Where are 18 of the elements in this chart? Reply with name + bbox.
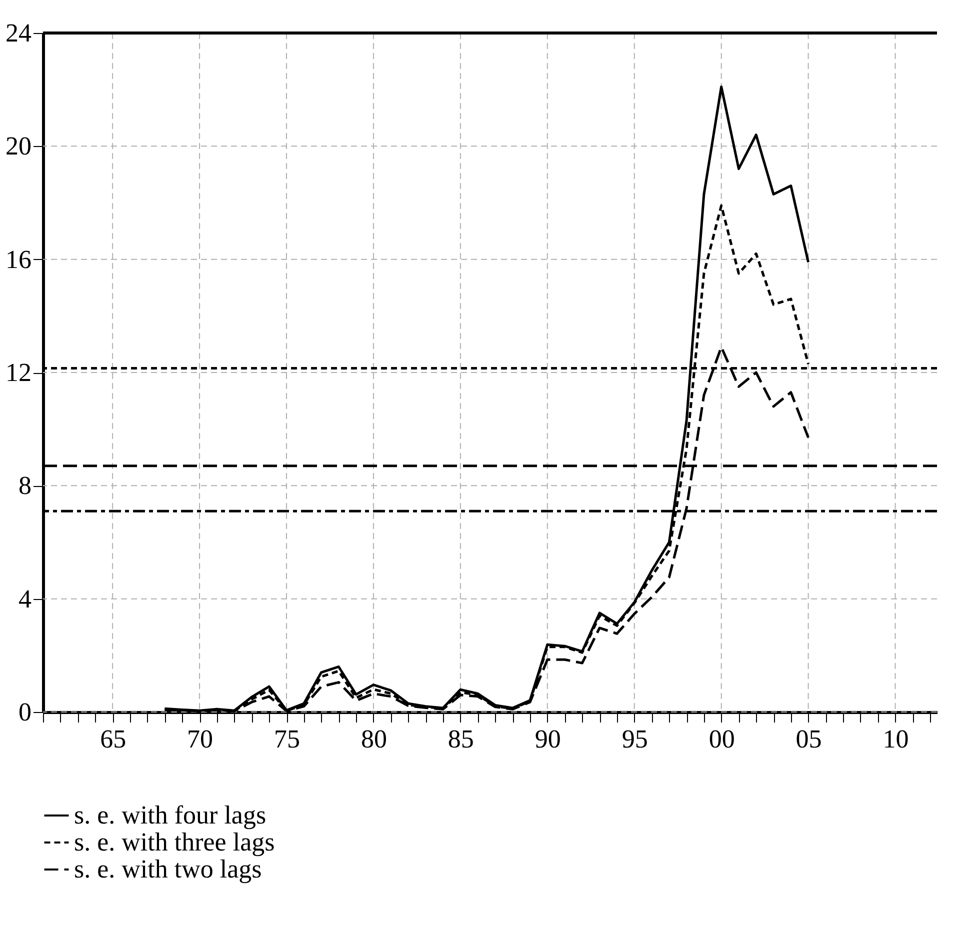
x-tick-label: 85 (448, 724, 474, 754)
y-tick-label: 8 (18, 471, 32, 500)
x-tick-label: 80 (360, 724, 387, 754)
x-tick-label: 10 (882, 724, 909, 754)
x-tick-label: 00 (708, 724, 735, 754)
y-tick-label: 24 (6, 18, 32, 48)
y-tick-label: 16 (6, 244, 32, 274)
x-tick-label: 75 (274, 724, 300, 754)
y-tick-label: 4 (18, 584, 32, 614)
x-tick-label: 05 (796, 724, 822, 754)
y-tick-label: 0 (18, 698, 32, 726)
x-tick-label: 65 (100, 724, 126, 754)
x-tick-label: 70 (187, 724, 214, 754)
y-tick-label: 20 (6, 132, 32, 161)
x-tick-label: 90 (534, 724, 561, 754)
x-tick-label: 95 (622, 724, 648, 754)
legend-label: s. e. with four lags (74, 800, 266, 830)
y-tick-label: 12 (6, 358, 32, 387)
